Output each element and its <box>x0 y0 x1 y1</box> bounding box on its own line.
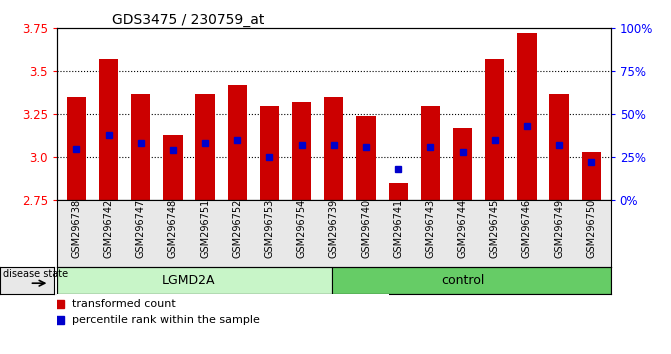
Bar <box>66 97 86 200</box>
Bar <box>195 93 215 200</box>
Bar <box>260 105 279 200</box>
Bar <box>332 267 611 294</box>
Bar <box>131 93 150 200</box>
Bar <box>485 59 505 200</box>
Text: LGMD2A: LGMD2A <box>162 274 216 287</box>
Bar <box>356 116 376 200</box>
Bar <box>453 128 472 200</box>
Bar <box>517 34 537 200</box>
Bar <box>163 135 183 200</box>
Bar <box>227 85 247 200</box>
Bar <box>324 97 344 200</box>
Bar <box>550 93 569 200</box>
Bar <box>57 267 332 294</box>
Bar <box>99 59 118 200</box>
Text: control: control <box>441 274 484 287</box>
Bar <box>582 152 601 200</box>
Text: disease state: disease state <box>3 269 68 279</box>
Bar <box>421 105 440 200</box>
Text: transformed count: transformed count <box>72 299 176 309</box>
Text: percentile rank within the sample: percentile rank within the sample <box>72 315 260 325</box>
Bar <box>292 102 311 200</box>
Text: GDS3475 / 230759_at: GDS3475 / 230759_at <box>113 13 265 27</box>
Bar <box>389 183 408 200</box>
